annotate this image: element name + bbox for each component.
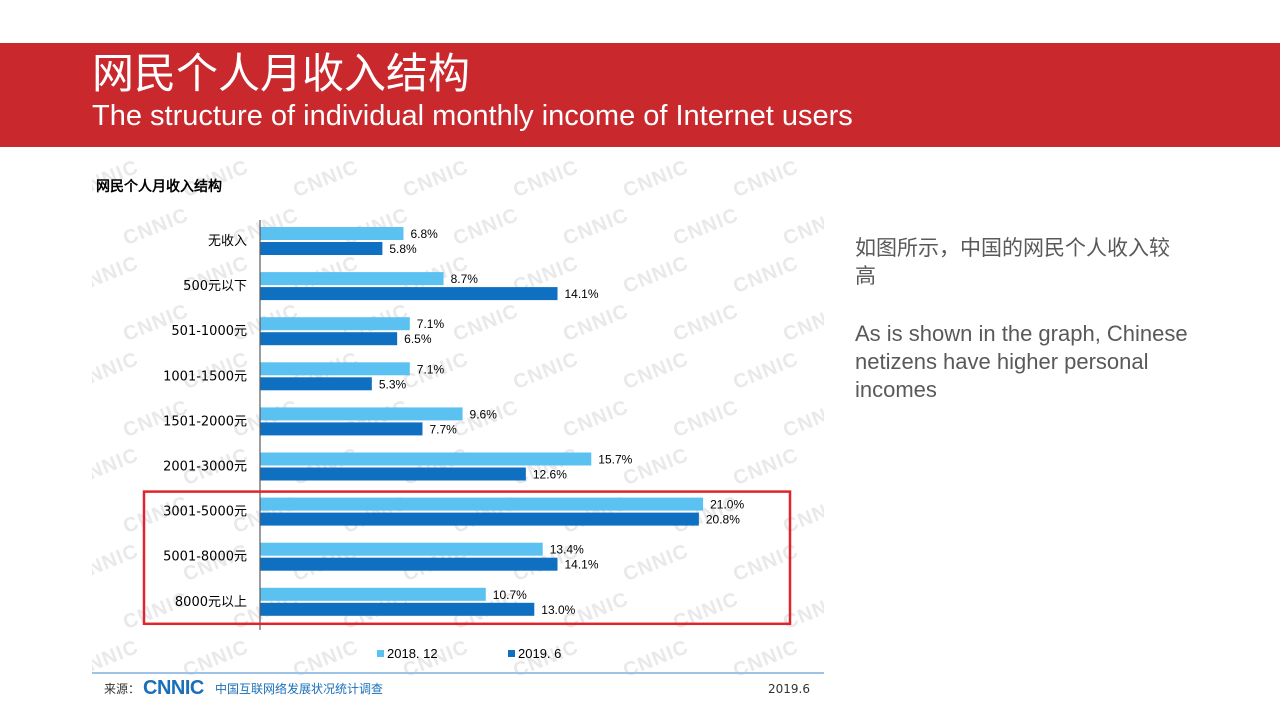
side-text-english: As is shown in the graph, Chinese netize…	[855, 321, 1188, 402]
category-label: 500元以下	[183, 279, 247, 294]
bar-2019	[260, 422, 423, 436]
data-label: 13.4%	[550, 543, 584, 557]
footer-divider	[92, 672, 824, 674]
data-label: 21.0%	[710, 498, 744, 512]
category-label: 8000元以上	[175, 595, 247, 610]
bar-2019	[260, 287, 558, 301]
bar-2018	[260, 362, 410, 376]
data-label: 7.7%	[429, 422, 457, 436]
data-label: 15.7%	[598, 453, 632, 467]
bar-2018	[260, 272, 444, 286]
category-label: 1001-1500元	[163, 369, 247, 384]
legend-label: 2019. 6	[518, 646, 561, 661]
chart-panel: 网民个人月收入结构 无收入 6.8% 5.8% 500元以下 8.7% 14.1% 501-…	[92, 160, 824, 705]
footer-org-name: 中国互联网络发展状况统计调查	[215, 682, 384, 696]
category-label: 1501-2000元	[163, 414, 247, 429]
bar-2019	[260, 242, 383, 255]
title-banner	[0, 43, 1280, 147]
data-label: 10.7%	[493, 588, 527, 602]
category-label: 5001-8000元	[163, 550, 247, 565]
bar-2018	[260, 497, 704, 511]
category-label: 无收入	[208, 234, 247, 249]
data-label: 7.1%	[417, 362, 445, 376]
data-label: 6.5%	[404, 332, 432, 346]
side-text-chinese: 如图所示，中国的网民个人收入较高	[855, 236, 1170, 288]
bar-2018	[260, 452, 592, 466]
bar-2019	[260, 557, 558, 571]
category-label: 2001-3000元	[163, 460, 247, 475]
slide-title: 网民个人月收入结构	[92, 49, 471, 98]
data-label: 7.1%	[417, 317, 445, 331]
bar-2019	[260, 377, 372, 391]
bar-2019	[260, 467, 526, 481]
bar-2019	[260, 602, 535, 616]
data-label: 8.7%	[451, 272, 479, 286]
slide-subtitle: The structure of individual monthly inco…	[92, 100, 853, 132]
data-label: 5.8%	[389, 242, 417, 256]
highlight-box	[142, 490, 792, 626]
legend-swatch	[377, 650, 384, 657]
bar-2018	[260, 317, 410, 331]
bar-2019	[260, 332, 398, 346]
data-label: 12.6%	[533, 468, 567, 482]
footer-source-label: 来源：	[104, 682, 141, 696]
chart-title: 网民个人月收入结构	[96, 178, 222, 195]
data-label: 13.0%	[541, 603, 575, 617]
category-label: 3001-5000元	[163, 505, 247, 520]
bar-2018	[260, 227, 404, 240]
data-label: 5.3%	[379, 377, 407, 391]
bar-2019	[260, 512, 699, 526]
income-bar-chart: 网民个人月收入结构 无收入 6.8%5.8% 500元以下 8.7% 14.1% 501-…	[96, 178, 792, 661]
footer-date: 2019.6	[768, 682, 810, 696]
legend-label: 2018. 12	[387, 646, 438, 661]
data-label: 9.6%	[470, 407, 498, 421]
data-label: 20.8%	[706, 513, 740, 527]
bar-2018	[260, 407, 463, 421]
legend-swatch	[508, 650, 515, 657]
cnnic-logo: CNNIC	[143, 677, 204, 699]
category-label: 501-1000元	[171, 324, 247, 339]
bar-2018	[260, 542, 543, 556]
data-label: 14.1%	[565, 558, 599, 572]
bar-2018	[260, 587, 486, 601]
data-label: 14.1%	[565, 287, 599, 301]
data-label: 6.8%	[410, 227, 438, 241]
